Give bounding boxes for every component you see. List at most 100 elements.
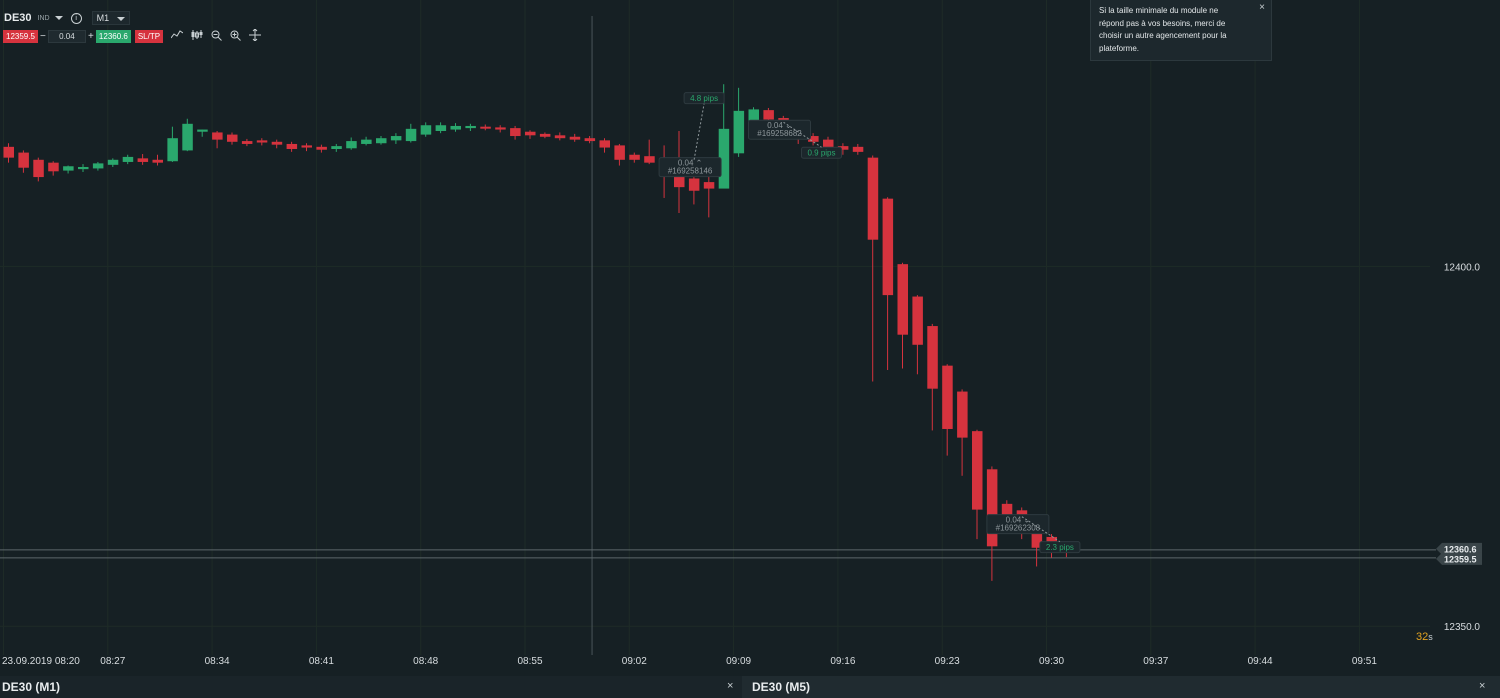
- candle-body: [495, 127, 506, 130]
- candles-icon[interactable]: [191, 30, 203, 43]
- x-tick-label: 23.09.2019 08:20: [2, 656, 80, 667]
- candle-body: [48, 162, 59, 172]
- candle-body: [435, 125, 447, 131]
- symbol-dropdown-icon[interactable]: [54, 16, 63, 20]
- buy-button[interactable]: 12360.6: [95, 30, 131, 43]
- candle-body: [644, 156, 655, 163]
- candle-body: [703, 182, 715, 189]
- candle-body: [331, 146, 342, 149]
- order-label-box: [658, 157, 722, 178]
- volume-input[interactable]: 0.04: [47, 30, 86, 43]
- candle-body: [241, 141, 253, 144]
- candle-body: [718, 128, 730, 189]
- candle-body: [256, 140, 268, 143]
- bid-price-badge-label: 12359.5: [1444, 554, 1477, 564]
- candle-body: [92, 163, 104, 169]
- candle-body: [614, 145, 625, 160]
- x-tick-label: 09:23: [935, 656, 960, 667]
- candle-body: [972, 431, 983, 510]
- candle-body: [525, 131, 536, 136]
- chevron-down-icon: [116, 17, 125, 21]
- candle-body: [286, 143, 298, 149]
- candle-body: [182, 123, 193, 151]
- panel-title-m1[interactable]: DE30 (M1): [2, 680, 61, 694]
- crosshair-icon[interactable]: [249, 28, 262, 44]
- candle-body: [1001, 503, 1013, 516]
- info-icon[interactable]: i: [70, 12, 82, 24]
- order-volume-label: 0.04 ⌃: [678, 159, 703, 168]
- x-tick-label: 09:51: [1352, 656, 1377, 667]
- candle-countdown: 32s: [1416, 631, 1433, 643]
- pips-label: 4.8 pips: [690, 94, 718, 103]
- order-label-box: [986, 514, 1050, 535]
- candle-body: [554, 135, 566, 139]
- x-tick-label: 09:44: [1248, 656, 1273, 667]
- line-chart-icon[interactable]: [170, 30, 184, 43]
- ask-price-badge: [1436, 542, 1482, 555]
- candle-body: [197, 129, 208, 132]
- candle-body: [212, 132, 223, 140]
- candle-body: [480, 126, 491, 129]
- timeframe-label: M1: [96, 13, 110, 23]
- candle-body: [837, 146, 849, 150]
- candle-body: [942, 365, 953, 429]
- candle-body: [316, 146, 327, 150]
- chart-toolbar: DE30 IND i M1: [0, 8, 130, 28]
- order-id-label: #169262308: [996, 524, 1041, 533]
- candle-body: [882, 198, 894, 296]
- zoom-in-icon[interactable]: [230, 30, 241, 44]
- sell-button[interactable]: 12359.5: [3, 30, 38, 43]
- candle-body: [1031, 522, 1043, 548]
- x-tick-label: 09:30: [1039, 656, 1064, 667]
- candle-body: [912, 296, 923, 345]
- candle-body: [227, 134, 238, 142]
- panel-title-m5[interactable]: DE30 (M5): [752, 680, 811, 694]
- y-tick-label: 12350.0: [1444, 622, 1481, 633]
- candle-body: [569, 136, 581, 140]
- pips-label: 0.9 pips: [807, 149, 835, 158]
- x-tick-label: 08:34: [205, 656, 230, 667]
- order-volume-label: 0.04 ⌄: [1006, 516, 1031, 525]
- panel-close-m1-icon[interactable]: ×: [727, 680, 734, 692]
- candle-body: [629, 154, 640, 160]
- volume-decrease-button[interactable]: −: [40, 31, 46, 42]
- bottom-panel-bar: DE30 (M1) × DE30 (M5) ×: [0, 676, 1500, 698]
- close-icon[interactable]: ×: [1259, 2, 1265, 13]
- candle-body: [465, 125, 476, 129]
- candle-body: [361, 139, 372, 144]
- zoom-out-icon[interactable]: [211, 30, 222, 44]
- candle-body: [748, 109, 759, 124]
- order-id-label: #169258146: [668, 167, 713, 176]
- x-tick-label: 09:09: [726, 656, 751, 667]
- order-volume-label: 0.04 ⌄: [767, 121, 792, 130]
- candle-body: [376, 138, 387, 144]
- candle-body: [927, 326, 938, 389]
- bid-price-badge: [1436, 552, 1482, 565]
- x-tick-label: 08:27: [100, 656, 125, 667]
- ask-price-badge-label: 12360.6: [1444, 544, 1477, 554]
- candle-body: [420, 125, 432, 135]
- x-tick-label: 08:41: [309, 656, 334, 667]
- timeframe-select[interactable]: M1: [91, 11, 130, 25]
- sltp-button[interactable]: SL/TP: [134, 30, 164, 43]
- panel-close-m5-icon[interactable]: ×: [1479, 680, 1486, 692]
- pips-label: 2.3 pips: [1046, 543, 1074, 552]
- candle-body: [688, 178, 700, 191]
- candle-body: [823, 139, 834, 153]
- candle-body: [3, 146, 14, 158]
- candle-body: [167, 138, 178, 162]
- candle-body: [78, 166, 89, 170]
- candle-body: [957, 391, 968, 438]
- candle-body: [301, 145, 312, 148]
- candle-body: [986, 469, 998, 547]
- order-connector: [1021, 516, 1061, 543]
- y-tick-label: 12400.0: [1444, 262, 1481, 273]
- candle-body: [897, 264, 908, 335]
- candle-body: [763, 110, 774, 120]
- volume-increase-button[interactable]: +: [88, 31, 94, 42]
- candle-body: [539, 133, 551, 137]
- x-tick-label: 08:48: [413, 656, 438, 667]
- candle-body: [450, 125, 461, 130]
- panel-tab-m5[interactable]: DE30 (M5) ×: [742, 676, 1500, 698]
